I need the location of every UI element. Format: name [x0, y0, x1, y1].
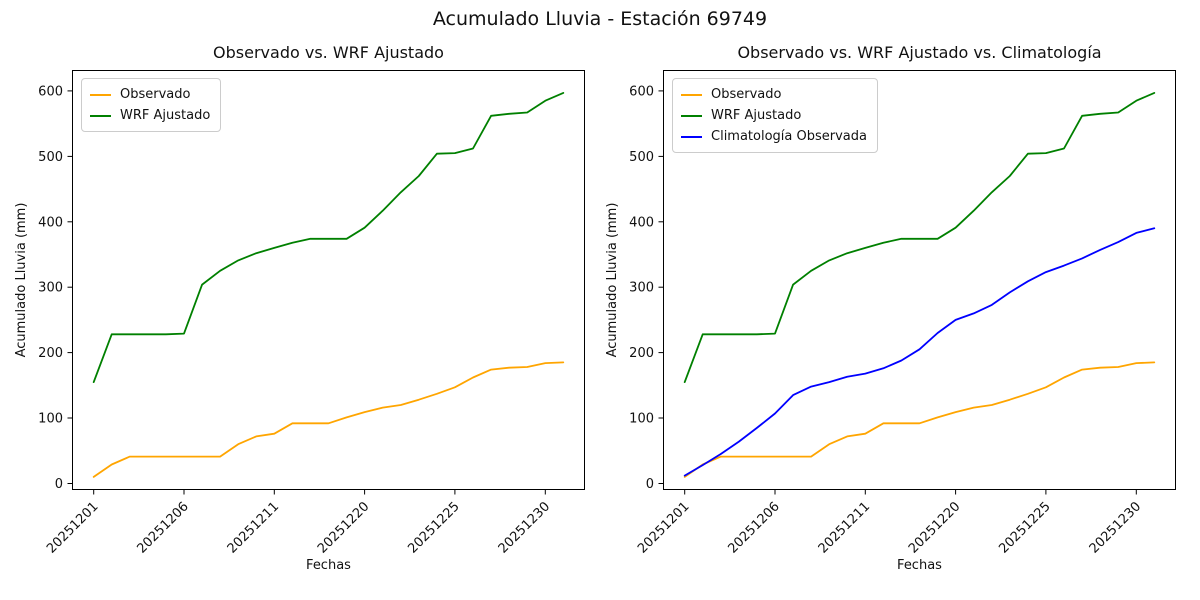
- legend-item-wrf-ajustado: WRF Ajustado: [681, 105, 867, 126]
- y-tick-label: 200: [38, 346, 63, 361]
- figure-title: Acumulado Lluvia - Estación 69749: [432, 8, 768, 30]
- right-subplot-title: Observado vs. WRF Ajustado vs. Climatolo…: [737, 43, 1102, 62]
- legend-item-climatologia-observada: Climatología Observada: [681, 126, 867, 147]
- y-tick-label: 400: [38, 215, 63, 230]
- legend-item-observado: Observado: [90, 84, 210, 105]
- y-tick-label: 400: [629, 215, 654, 230]
- legend-line-swatch: [681, 114, 702, 117]
- right-legend: Observado WRF Ajustado Climatología Observ…: [672, 78, 878, 153]
- legend-item-observado: Observado: [681, 84, 867, 105]
- y-tick-label: 300: [629, 281, 654, 296]
- x-tick-label: 20251201: [44, 499, 101, 556]
- plot-border: [663, 70, 1176, 490]
- x-tick-label: 20251211: [816, 499, 873, 556]
- x-tick-label: 20251211: [225, 499, 282, 556]
- legend-label: Observado: [711, 87, 782, 102]
- y-tick-label: 100: [38, 412, 63, 427]
- legend-line-swatch: [681, 93, 702, 96]
- left-subplot-title: Observado vs. WRF Ajustado: [213, 43, 444, 62]
- y-tick-label: 200: [629, 346, 654, 361]
- series-line-wrf-ajustado: [92, 91, 565, 384]
- legend-label: Climatología Observada: [711, 129, 867, 144]
- x-tick-label: 20251206: [134, 499, 191, 556]
- y-tick-label: 500: [629, 150, 654, 165]
- x-tick-label: 20251230: [1087, 499, 1144, 556]
- legend-item-wrf-ajustado: WRF Ajustado: [90, 105, 210, 126]
- x-tick-label: 20251206: [725, 499, 782, 556]
- right-xaxis-label: Fechas: [897, 558, 942, 573]
- series-line-climatologia-observada: [683, 227, 1156, 477]
- legend-label: WRF Ajustado: [120, 108, 211, 123]
- y-tick-label: 0: [646, 477, 654, 492]
- legend-label: WRF Ajustado: [711, 108, 802, 123]
- x-tick-label: 20251220: [315, 499, 372, 556]
- y-tick-label: 600: [629, 84, 654, 99]
- y-tick-label: 600: [38, 84, 63, 99]
- series-line-observado: [683, 361, 1156, 478]
- series-line-observado: [92, 361, 565, 478]
- legend-line-swatch: [681, 135, 702, 138]
- y-tick-label: 100: [629, 412, 654, 427]
- x-tick-label: 20251225: [405, 499, 462, 556]
- legend-label: Observado: [120, 87, 191, 102]
- y-tick-label: 300: [38, 281, 63, 296]
- y-tick-label: 500: [38, 150, 63, 165]
- series-line-wrf-ajustado: [683, 91, 1156, 384]
- left-xaxis-label: Fechas: [306, 558, 351, 573]
- x-tick-label: 20251201: [635, 499, 692, 556]
- legend-line-swatch: [90, 114, 111, 117]
- x-tick-label: 20251230: [496, 499, 553, 556]
- x-tick-label: 20251220: [906, 499, 963, 556]
- left-legend: Observado WRF Ajustado: [81, 78, 222, 132]
- right-subplot: Observado vs. WRF Ajustado vs. Climatolo…: [605, 43, 1176, 573]
- x-tick-label: 20251225: [996, 499, 1053, 556]
- legend-line-swatch: [90, 93, 111, 96]
- plot-border: [72, 70, 585, 490]
- y-tick-label: 0: [55, 477, 63, 492]
- left-plot-area: 0 100 200 300 400 500 600 20251201 20251206 20251…: [38, 70, 585, 557]
- left-subplot: Observado vs. WRF Ajustado 0 100 200 300 400…: [14, 43, 585, 573]
